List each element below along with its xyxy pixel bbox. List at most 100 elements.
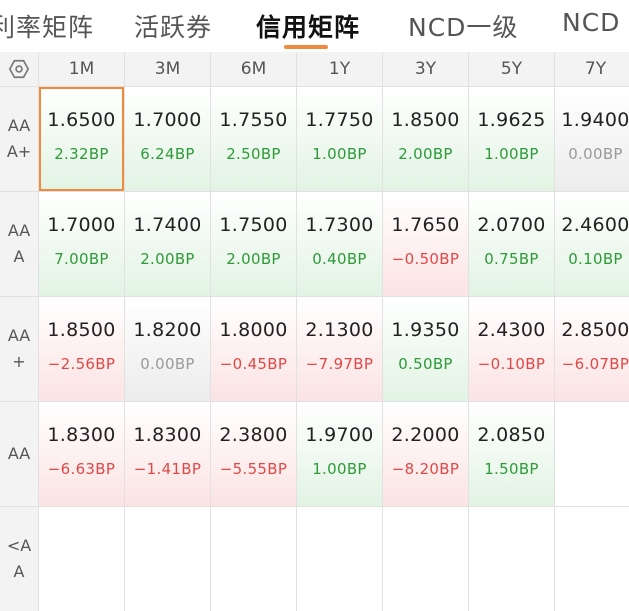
change-value: −0.50BP — [391, 250, 460, 268]
matrix-cell[interactable]: 1.8200 0.00BP — [125, 297, 210, 401]
change-value: 1.00BP — [312, 145, 367, 163]
yield-value: 1.7500 — [219, 214, 288, 236]
matrix-cell[interactable]: 1.8500 −2.56BP — [39, 297, 124, 401]
column-header-3m[interactable]: 3M — [125, 52, 210, 86]
yield-value: 1.7650 — [391, 214, 460, 236]
matrix-cell[interactable]: 1.9400 0.00BP — [555, 87, 629, 191]
row-header: AA+ — [0, 297, 38, 401]
matrix-cell[interactable]: 1.7300 0.40BP — [297, 192, 382, 296]
matrix-cell[interactable]: 1.7650 −0.50BP — [383, 192, 468, 296]
column-header-6m[interactable]: 6M — [211, 52, 296, 86]
yield-value: 1.7400 — [133, 214, 202, 236]
change-value: 0.75BP — [484, 250, 539, 268]
row-header: AAA — [0, 192, 38, 296]
column-header-1y[interactable]: 1Y — [297, 52, 382, 86]
matrix-cell[interactable]: 1.8300 −1.41BP — [125, 402, 210, 506]
matrix-cell[interactable]: 2.1300 −7.97BP — [297, 297, 382, 401]
matrix-cell[interactable]: 1.8500 2.00BP — [383, 87, 468, 191]
tab-credit-matrix[interactable]: 信用矩阵 — [256, 13, 361, 42]
change-value: 0.50BP — [398, 355, 453, 373]
matrix-cell[interactable]: 2.4300 −0.10BP — [469, 297, 554, 401]
row-header-label: AAA — [7, 221, 31, 266]
yield-value: 1.8200 — [133, 319, 202, 341]
matrix-cell[interactable] — [39, 507, 124, 611]
change-value: −6.63BP — [47, 460, 116, 478]
matrix-cell[interactable]: 1.7550 2.50BP — [211, 87, 296, 191]
matrix-cell[interactable]: 1.7400 2.00BP — [125, 192, 210, 296]
change-value: −2.56BP — [47, 355, 116, 373]
yield-value: 1.8300 — [133, 424, 202, 446]
matrix-cell[interactable]: 1.8300 −6.63BP — [39, 402, 124, 506]
yield-value: 1.8500 — [391, 109, 460, 131]
matrix-cell[interactable]: 2.2000 −8.20BP — [383, 402, 468, 506]
matrix-cell[interactable] — [125, 507, 210, 611]
change-value: 6.24BP — [140, 145, 195, 163]
matrix-cell[interactable]: 1.9700 1.00BP — [297, 402, 382, 506]
matrix-cell[interactable]: 2.3800 −5.55BP — [211, 402, 296, 506]
yield-value: 2.3800 — [219, 424, 288, 446]
matrix-cell[interactable] — [469, 507, 554, 611]
yield-value: 1.7000 — [47, 214, 116, 236]
matrix-cell[interactable]: 1.7500 2.00BP — [211, 192, 296, 296]
matrix-cell[interactable] — [297, 507, 382, 611]
change-value: −5.55BP — [219, 460, 288, 478]
yield-value: 2.1300 — [305, 319, 374, 341]
change-value: −6.07BP — [561, 355, 629, 373]
change-value: −7.97BP — [305, 355, 374, 373]
change-value: 0.10BP — [568, 250, 623, 268]
credit-matrix-table: 1M 3M 6M 1Y 3Y 5Y 7Y AAA+ 1.6500 2.32BP 1.7000 6.24… — [0, 52, 629, 611]
column-header-1m[interactable]: 1M — [39, 52, 124, 86]
matrix-cell[interactable] — [555, 402, 629, 506]
column-header-3y[interactable]: 3Y — [383, 52, 468, 86]
row-header-label: <AA — [6, 536, 32, 581]
hexagon-settings-icon[interactable] — [0, 52, 38, 86]
change-value: 1.00BP — [312, 460, 367, 478]
matrix-cell[interactable]: 1.6500 2.32BP — [39, 87, 124, 191]
change-value: 0.00BP — [140, 355, 195, 373]
change-value: 1.00BP — [484, 145, 539, 163]
matrix-cell[interactable]: 1.9350 0.50BP — [383, 297, 468, 401]
matrix-cell[interactable]: 2.8500 −6.07BP — [555, 297, 629, 401]
yield-value: 2.8500 — [561, 319, 629, 341]
change-value: 0.00BP — [568, 145, 623, 163]
tab-bar: 利率矩阵 活跃券 信用矩阵 NCD一级 NCD — [0, 0, 629, 52]
change-value: 2.00BP — [398, 145, 453, 163]
active-tab-indicator — [284, 45, 328, 49]
row-header: AA — [0, 402, 38, 506]
row-header-label: AAA+ — [6, 116, 32, 161]
tab-ncd-primary[interactable]: NCD一级 — [408, 13, 519, 42]
change-value: −8.20BP — [391, 460, 460, 478]
column-header-5y[interactable]: 5Y — [469, 52, 554, 86]
matrix-cell[interactable]: 2.0850 1.50BP — [469, 402, 554, 506]
matrix-cell[interactable]: 1.7000 7.00BP — [39, 192, 124, 296]
change-value: 1.50BP — [484, 460, 539, 478]
change-value: 2.00BP — [226, 250, 281, 268]
yield-value: 2.0700 — [477, 214, 546, 236]
matrix-cell[interactable] — [555, 507, 629, 611]
tab-rate-matrix[interactable]: 利率矩阵 — [0, 13, 95, 42]
change-value: −0.10BP — [477, 355, 546, 373]
matrix-cell[interactable] — [211, 507, 296, 611]
matrix-cell[interactable]: 1.9625 1.00BP — [469, 87, 554, 191]
matrix-cell[interactable]: 1.7750 1.00BP — [297, 87, 382, 191]
yield-value: 1.8500 — [47, 319, 116, 341]
yield-value: 1.9350 — [391, 319, 460, 341]
change-value: 0.40BP — [312, 250, 367, 268]
change-value: 2.00BP — [140, 250, 195, 268]
matrix-cell[interactable]: 1.8000 −0.45BP — [211, 297, 296, 401]
change-value: 2.50BP — [226, 145, 281, 163]
yield-value: 2.2000 — [391, 424, 460, 446]
column-header-7y[interactable]: 7Y — [555, 52, 629, 86]
matrix-cell[interactable] — [383, 507, 468, 611]
matrix-cell[interactable]: 2.4600 0.10BP — [555, 192, 629, 296]
yield-value: 2.4300 — [477, 319, 546, 341]
yield-value: 1.9400 — [561, 109, 629, 131]
row-header-label: AA+ — [7, 326, 31, 371]
yield-value: 1.7300 — [305, 214, 374, 236]
tab-ncd[interactable]: NCD — [562, 8, 621, 37]
yield-value: 1.6500 — [47, 109, 116, 131]
matrix-cell[interactable]: 2.0700 0.75BP — [469, 192, 554, 296]
yield-value: 1.9625 — [477, 109, 546, 131]
tab-active-bonds[interactable]: 活跃券 — [134, 13, 213, 42]
matrix-cell[interactable]: 1.7000 6.24BP — [125, 87, 210, 191]
